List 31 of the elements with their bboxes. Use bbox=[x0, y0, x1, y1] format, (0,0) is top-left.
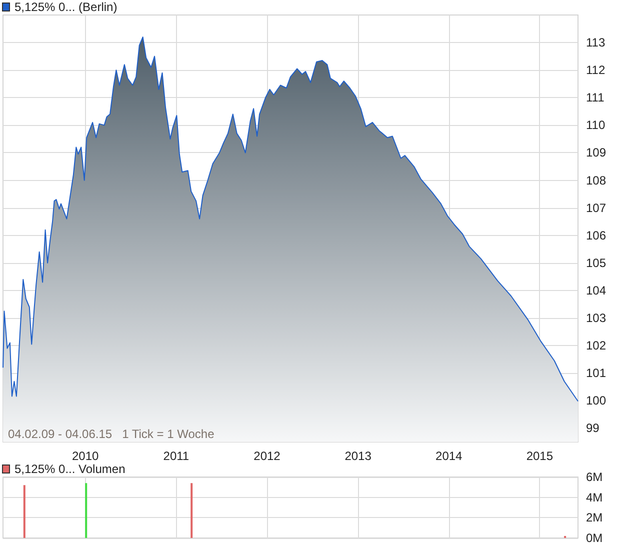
y-tick-label: 103 bbox=[586, 311, 606, 326]
bar bbox=[23, 485, 26, 538]
x-tick-label: 2012 bbox=[254, 449, 281, 463]
y-tick-label: 104 bbox=[586, 283, 606, 298]
legend-label: 5,125% 0... Volumen bbox=[14, 462, 126, 476]
y-tick-label: 4M bbox=[586, 490, 603, 504]
y-tick-label: 101 bbox=[586, 366, 606, 380]
y-tick-label: 2M bbox=[586, 510, 603, 525]
legend-label: 5,125% 0... (Berlin) bbox=[14, 0, 118, 14]
y-tick-label: 113 bbox=[586, 36, 606, 50]
y-tick-label: 6M bbox=[586, 470, 603, 484]
y-tick-label: 105 bbox=[586, 256, 606, 270]
bar bbox=[190, 483, 193, 538]
x-tick-label: 2014 bbox=[436, 449, 463, 463]
y-tick-label: 107 bbox=[586, 200, 606, 215]
y-tick-label: 99 bbox=[586, 421, 600, 436]
y-tick-label: 100 bbox=[586, 394, 606, 408]
annotation: 04.02.09 - 04.06.15 1 Tick = 1 Woche bbox=[8, 427, 215, 441]
y-tick-label: 112 bbox=[586, 63, 606, 78]
x-tick-label: 2010 bbox=[72, 449, 100, 463]
y-tick-label: 108 bbox=[586, 173, 606, 188]
y-tick-label: 0M bbox=[586, 531, 603, 545]
x-tick-label: 2015 bbox=[526, 449, 554, 463]
bar bbox=[85, 483, 88, 538]
x-tick-label: 2011 bbox=[163, 449, 190, 463]
y-tick-label: 106 bbox=[586, 228, 606, 242]
y-tick-label: 109 bbox=[586, 146, 606, 160]
x-tick-label: 2013 bbox=[344, 449, 372, 463]
y-tick-label: 110 bbox=[586, 118, 606, 132]
y-tick-label: 111 bbox=[586, 90, 605, 105]
y-tick-label: 102 bbox=[586, 338, 606, 353]
